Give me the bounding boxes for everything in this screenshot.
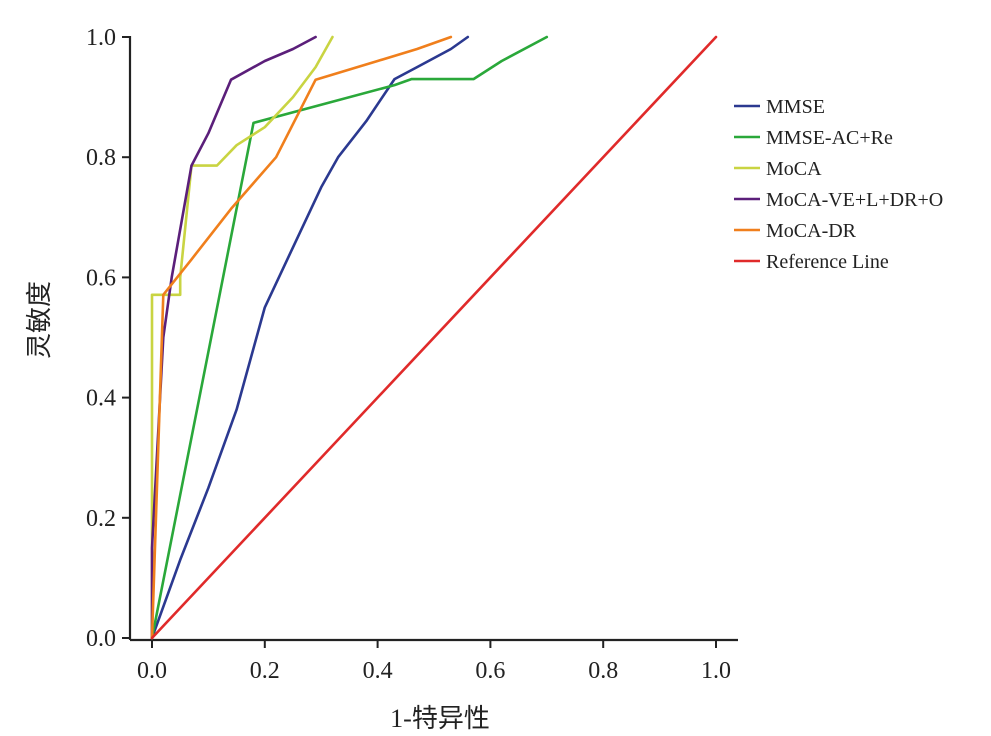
- x-axis-title: 1-特异性: [390, 704, 490, 733]
- y-tick-label: 0.2: [86, 506, 116, 532]
- x-tick-label: 0.8: [588, 658, 618, 684]
- y-axis-title: 灵敏度: [25, 281, 54, 359]
- x-tick-label: 0.0: [137, 658, 167, 684]
- y-tick-label: 1.0: [86, 25, 116, 51]
- y-tick-label: 0.6: [86, 265, 116, 291]
- y-axis-ticks: 0.0 0.2 0.4 0.6 0.8 1.0: [86, 25, 130, 652]
- legend-label: Reference Line: [766, 251, 889, 273]
- x-tick-label: 0.6: [475, 658, 505, 684]
- series-line-moca-dr: [150, 35, 453, 640]
- series-line-moca: [150, 35, 334, 640]
- series-line-mmse-ac-re: [150, 35, 549, 640]
- legend-label: MoCA-VE+L+DR+O: [766, 189, 943, 211]
- series-lines: [150, 35, 718, 640]
- x-tick-label: 0.2: [250, 658, 280, 684]
- y-tick-label: 0.8: [86, 145, 116, 171]
- x-axis-ticks: 0.0 0.2 0.4 0.6 0.8 1.0: [137, 640, 731, 684]
- y-tick-label: 0.0: [86, 626, 116, 652]
- legend: MMSE MMSE-AC+Re MoCA MoCA-VE+L+DR+O MoCA-DR R…: [734, 96, 943, 273]
- legend-label: MMSE: [766, 96, 825, 118]
- legend-label: MMSE-AC+Re: [766, 127, 893, 149]
- x-tick-label: 0.4: [363, 658, 393, 684]
- legend-label: MoCA-DR: [766, 220, 857, 242]
- series-line-reference-line: [150, 35, 718, 640]
- y-tick-label: 0.4: [86, 386, 116, 412]
- x-tick-label: 1.0: [701, 658, 731, 684]
- axes: [128, 36, 738, 642]
- series-line-mmse: [150, 35, 470, 640]
- legend-label: MoCA: [766, 158, 822, 180]
